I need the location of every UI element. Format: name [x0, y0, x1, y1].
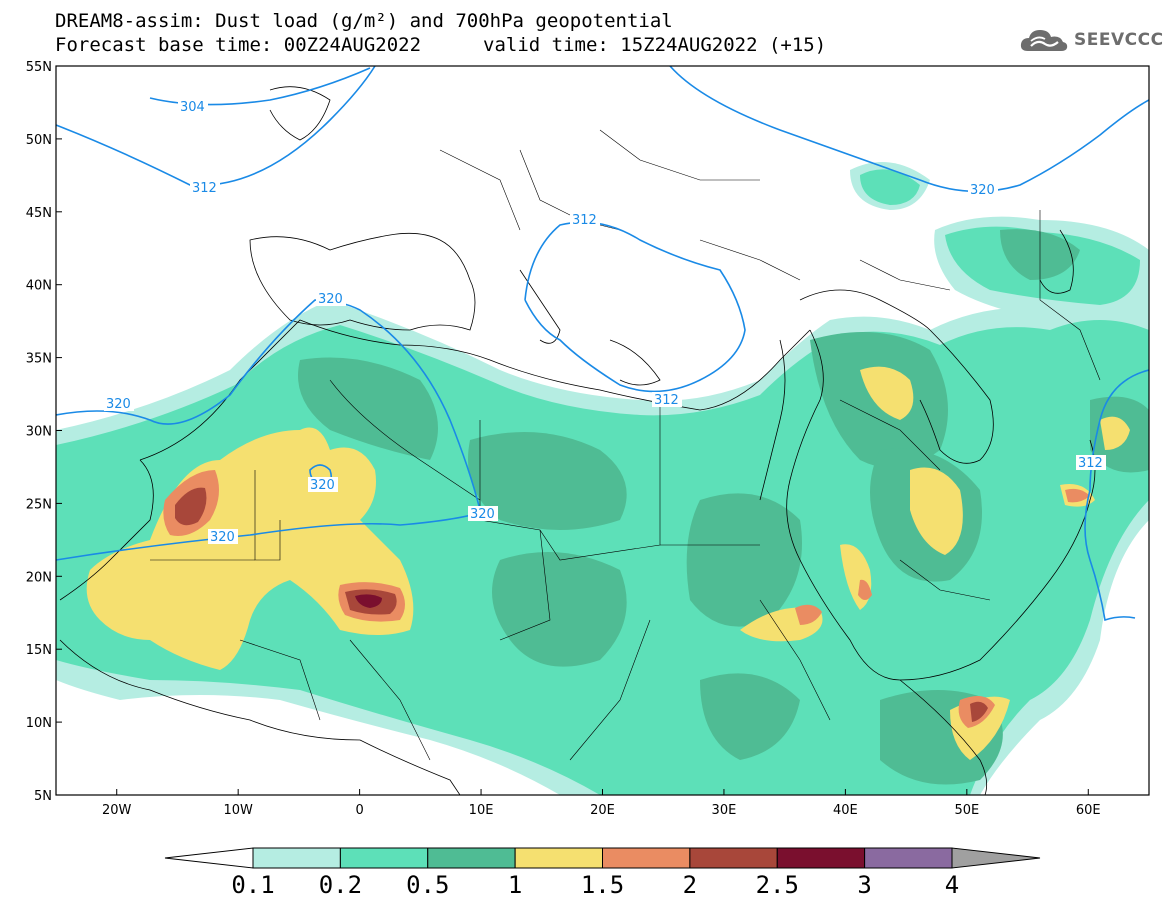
seevccc-logo: SEEVCCC: [1018, 24, 1164, 56]
contour-label-320-atlas: 320: [318, 292, 343, 307]
map-title: DREAM8-assim: Dust load (g/m²) and 700hP…: [55, 10, 673, 32]
legend-color-box: [864, 847, 953, 869]
lat-tick-label: 5N: [34, 789, 52, 804]
contour-label-320-russia: 320: [970, 183, 995, 198]
contour-label-312-med: 312: [654, 393, 679, 408]
lon-tick-label: 20E: [590, 803, 615, 818]
color-legend: 0.1 0.2 0.5 1 1.5 2 2.5 3 4: [164, 847, 1041, 899]
contour-labels: 304 312 312 312 320 320 320 320 320 320 …: [104, 99, 1106, 545]
contour-label-320-sahara: 320: [310, 478, 335, 493]
legend-level-label: 3: [857, 871, 871, 899]
logo-text: SEEVCCC: [1074, 30, 1164, 50]
legend-color-box: [339, 847, 429, 869]
legend-level-label: 4: [945, 871, 959, 899]
contour-label-320-atlantic: 320: [106, 397, 131, 412]
lat-tick-label: 30N: [26, 425, 52, 440]
lat-tick-label: 35N: [26, 352, 52, 367]
legend-color-box: [689, 847, 778, 869]
legend-level-label: 0.5: [406, 871, 449, 899]
lat-tick-label: 25N: [26, 497, 52, 512]
legend-color-box: [252, 847, 341, 869]
contour-label-320-niger: 320: [470, 507, 495, 522]
lat-tick-label: 50N: [26, 133, 52, 148]
legend-color-box: [602, 847, 691, 869]
legend-color-box: [514, 847, 603, 869]
lat-tick-label: 20N: [26, 570, 52, 585]
contour-label-312-west: 312: [192, 181, 217, 196]
latitude-axis: 55N 50N 45N 40N 35N 30N 25N 20N 15N 10N 5N: [26, 60, 62, 804]
lon-tick-label: 50E: [954, 803, 979, 818]
legend-level-label: 2.5: [756, 871, 799, 899]
contour-label-312-balkans: 312: [572, 213, 597, 228]
lon-tick-label: 40E: [833, 803, 858, 818]
forecast-base-time: Forecast base time: 00Z24AUG2022: [55, 34, 422, 56]
legend-level-label: 1: [508, 871, 522, 899]
cloud-icon: [1020, 30, 1068, 51]
longitude-axis: 20W 10W 0 10E 20E 30E 40E 50E 60E: [102, 789, 1101, 818]
lon-tick-label: 30E: [712, 803, 737, 818]
country-borders: [150, 129, 1101, 761]
lat-tick-label: 55N: [26, 60, 52, 75]
contour-label-304: 304: [180, 100, 205, 115]
dust-region-02-north: [860, 169, 920, 205]
dust-region-25: [355, 594, 382, 608]
lon-tick-label: 0: [355, 803, 363, 818]
lat-tick-label: 40N: [26, 279, 52, 294]
legend-color-box: [776, 847, 866, 869]
lon-tick-label: 10W: [223, 803, 253, 818]
lon-tick-label: 20W: [102, 803, 132, 818]
legend-level-label: 0.2: [319, 871, 362, 899]
lon-tick-label: 10E: [469, 803, 494, 818]
legend-level-label: 0.1: [231, 871, 274, 899]
legend-level-label: 1.5: [581, 871, 624, 899]
lon-tick-label: 60E: [1076, 803, 1101, 818]
legend-over-triangle: [951, 847, 1041, 869]
lat-tick-label: 45N: [26, 206, 52, 221]
coastlines: [59, 86, 1096, 795]
valid-time: valid time: 15Z24AUG2022 (+15): [483, 34, 827, 56]
contour-label-312-iran: 312: [1078, 456, 1103, 471]
legend-under-triangle: [164, 847, 254, 869]
lat-tick-label: 15N: [26, 643, 52, 658]
lat-tick-label: 10N: [26, 716, 52, 731]
legend-level-label: 2: [683, 871, 697, 899]
legend-color-box: [427, 847, 516, 869]
contour-label-320-mauritania: 320: [210, 530, 235, 545]
